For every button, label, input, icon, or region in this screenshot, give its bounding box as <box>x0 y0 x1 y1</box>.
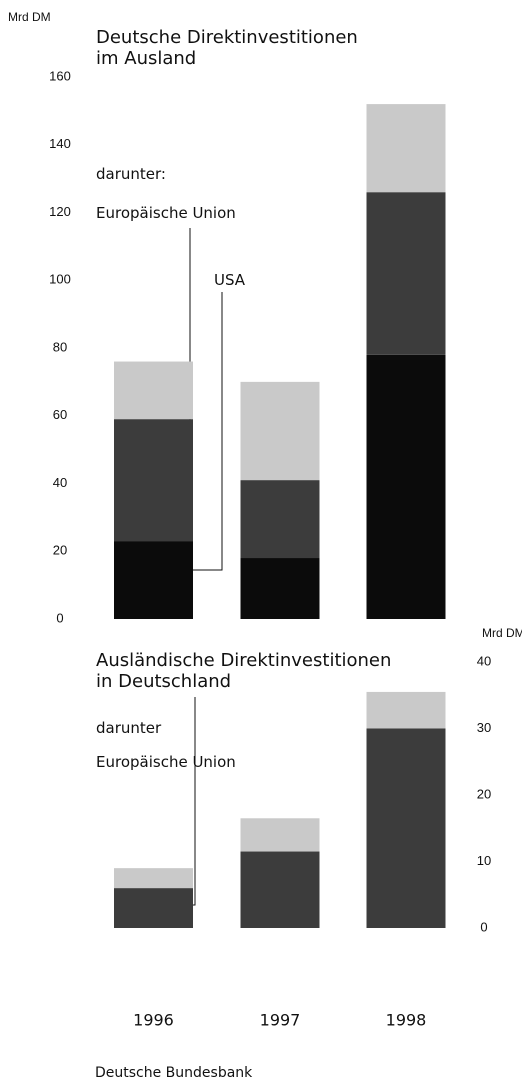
bar-segment <box>240 381 320 481</box>
chart-title: Deutsche Direktinvestitionen im Ausland <box>96 27 358 69</box>
y-tick-label: 20 <box>477 786 491 801</box>
y-tick-label: 40 <box>53 475 67 490</box>
legend-label: Europäische Union <box>96 753 236 771</box>
source: Deutsche Bundesbank <box>95 1065 253 1081</box>
y-tick-label: 60 <box>53 407 67 422</box>
bar-segment <box>240 851 320 928</box>
bar-segment <box>114 868 193 889</box>
bar-segment <box>240 818 320 852</box>
chart-title: Ausländische Direktinvestitionen in Deut… <box>96 650 392 692</box>
y-tick-label: 80 <box>53 339 67 354</box>
y-tick-label: 0 <box>480 919 487 934</box>
annotation: darunter <box>96 719 162 737</box>
y-tick-label: 160 <box>49 68 71 83</box>
bar-segment <box>366 192 446 355</box>
y-tick-label: 40 <box>477 653 491 668</box>
bar-segment <box>114 419 193 542</box>
bar-segment <box>366 104 446 193</box>
y-unit: Mrd DM <box>482 626 522 640</box>
y-tick-label: 140 <box>49 136 71 151</box>
y-tick-label: 30 <box>477 720 491 735</box>
y-tick-label: 120 <box>49 204 71 219</box>
bar-segment <box>114 541 193 619</box>
y-unit: Mrd DM <box>8 10 51 24</box>
bar-segment <box>366 728 446 928</box>
bar-segment <box>240 480 320 559</box>
x-tick-label: 1997 <box>260 1011 301 1030</box>
bar-segment <box>366 354 446 619</box>
y-tick-label: 20 <box>53 543 67 558</box>
annotation: darunter: <box>96 165 166 183</box>
bar-segment <box>366 691 446 729</box>
legend-label: USA <box>214 271 246 289</box>
y-tick-label: 0 <box>56 610 63 625</box>
x-tick-label: 1998 <box>386 1011 427 1030</box>
bar-segment <box>114 888 193 928</box>
y-tick-label: 10 <box>477 853 491 868</box>
x-tick-label: 1996 <box>133 1011 174 1030</box>
y-tick-label: 100 <box>49 272 71 287</box>
bar-segment <box>114 361 193 420</box>
legend-label: Europäische Union <box>96 204 236 222</box>
bar-segment <box>240 558 320 619</box>
